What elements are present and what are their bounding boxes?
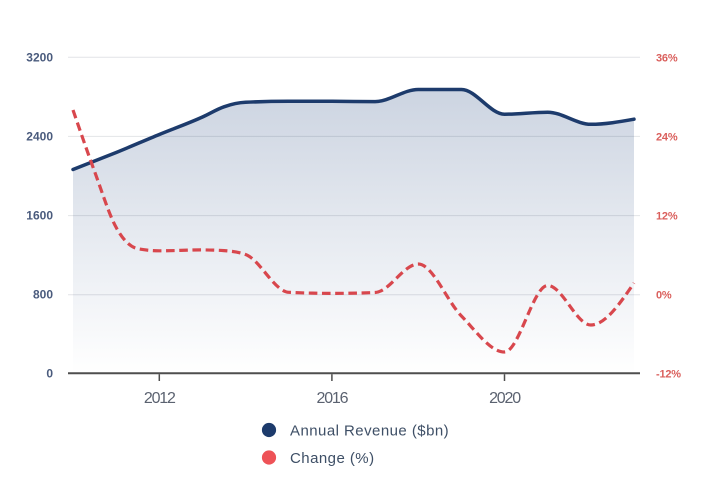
svg-text:0: 0: [46, 367, 53, 381]
svg-text:12%: 12%: [656, 211, 678, 223]
svg-text:24%: 24%: [656, 132, 678, 144]
svg-text:2020: 2020: [489, 390, 521, 407]
svg-text:Change (%): Change (%): [290, 450, 375, 467]
svg-text:2400: 2400: [26, 130, 53, 144]
svg-text:800: 800: [33, 288, 53, 302]
svg-text:0%: 0%: [656, 290, 672, 302]
svg-text:Annual Revenue ($bn): Annual Revenue ($bn): [290, 423, 449, 440]
svg-text:3200: 3200: [26, 51, 53, 65]
svg-text:36%: 36%: [656, 53, 678, 65]
svg-text:-12%: -12%: [656, 369, 681, 381]
svg-text:2016: 2016: [317, 390, 349, 407]
svg-text:1600: 1600: [26, 209, 53, 223]
svg-text:2012: 2012: [144, 390, 176, 407]
